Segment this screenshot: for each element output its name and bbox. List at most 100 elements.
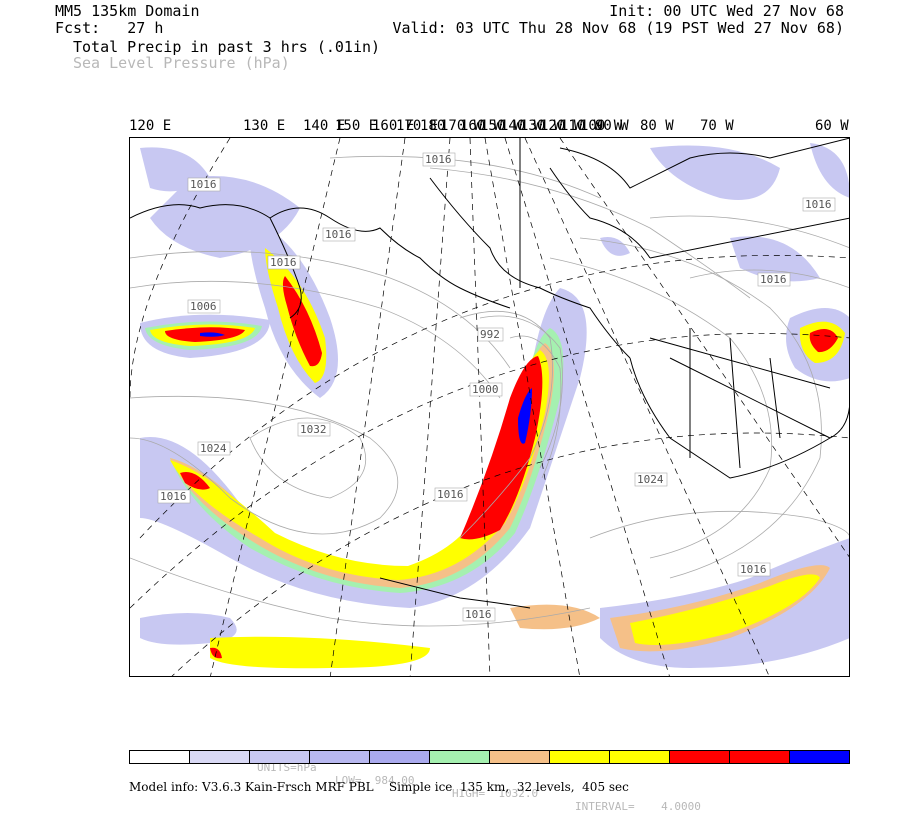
colorbar-swatch: [490, 751, 550, 763]
isobar-label: 1016: [425, 153, 452, 166]
isobar-label: 1016: [465, 608, 492, 621]
isobar-label: 1016: [160, 490, 187, 503]
isobar: [130, 280, 501, 399]
contours-high: HIGH= 1032.0: [452, 787, 539, 800]
isobar-label-box: [322, 227, 356, 242]
longitude-label: 100 W: [580, 118, 623, 134]
longitude-label: 150 E: [335, 118, 378, 134]
isobar-label: 1016: [740, 563, 767, 576]
isobar-label-box: [434, 487, 468, 502]
isobar: [649, 215, 849, 249]
isobar-label-box: [737, 562, 771, 577]
isobar-label-box: [477, 327, 504, 342]
header-right: Init: 00 UTC Wed 27 Nov 68 Valid: 03 UTC…: [392, 3, 844, 37]
precip-area: [630, 574, 820, 646]
coastline: [649, 337, 831, 389]
longitude-label: 180: [420, 118, 446, 134]
longitude-label: 140 E: [303, 118, 346, 134]
longitude-label: 160 W: [460, 118, 503, 134]
coastline-layer: [130, 138, 849, 609]
colorbar-swatch: [190, 751, 250, 763]
isobar: [579, 237, 822, 579]
precip-area: [140, 613, 237, 645]
coastline: [629, 357, 849, 479]
weather-map: 1016 1016 1016 1016 1016 1016 1006 992 1000 1032 1…: [129, 137, 850, 677]
contour-info: CONTOURS: UNITS=hPa LOW= 984.00 HIGH= 10…: [0, 735, 900, 813]
isobar-label: 1024: [637, 473, 664, 486]
isobar-label-box: [187, 177, 221, 192]
coastline: [649, 217, 849, 259]
graticule-line: [210, 138, 341, 676]
isobar-label-box: [469, 382, 503, 397]
isobar: [130, 395, 399, 535]
isobar-label-box: [297, 422, 331, 437]
isobar-label-box: [462, 607, 496, 622]
colorbar-swatch: [370, 751, 430, 763]
isobar-layer: [130, 155, 849, 627]
isobar: [479, 315, 563, 469]
model-title: MM5 135km Domain: [55, 2, 200, 20]
precip-area: [210, 636, 430, 669]
graticule-line: [329, 138, 406, 676]
coastline: [269, 217, 302, 319]
isobar-label-box: [267, 255, 301, 270]
isobar-labels: 1016 1016 1016 1016 1016 1016 1006 992 1000 1032 1…: [157, 152, 836, 622]
isobar-label: 1016: [270, 256, 297, 269]
coastline: [669, 357, 831, 439]
colorbar-swatch: [250, 751, 310, 763]
isobar: [549, 257, 773, 559]
colorbar-swatch: [730, 751, 790, 763]
contours-units: UNITS=hPa: [257, 761, 317, 774]
longitude-label: 130 W: [520, 118, 563, 134]
longitude-label: 170 W: [440, 118, 483, 134]
isobar: [429, 167, 751, 299]
model-info: Model info: V3.6.3 Kain-Frsch MRF PBL Si…: [129, 780, 629, 794]
precip-colorbar: [129, 750, 850, 764]
isobar-label: 1016: [437, 488, 464, 501]
isobar-label: 1006: [190, 300, 217, 313]
longitude-label: 80 W: [640, 118, 674, 134]
field-primary: Total Precip in past 3 hrs (.01in): [73, 38, 381, 56]
init-time: Init: 00 UTC Wed 27 Nov 68: [609, 2, 844, 20]
valid-time: Valid: 03 UTC Thu 28 Nov 68 (19 PST Wed …: [392, 19, 844, 37]
colorbar-swatch: [790, 751, 849, 763]
precip-area: [180, 472, 210, 490]
isobar-label: 992: [480, 328, 500, 341]
forecast-hour: Fcst: 27 h: [55, 19, 164, 37]
isobar-label-box: [802, 197, 836, 212]
isobar: [249, 417, 367, 499]
isobar-label: 1032: [300, 423, 327, 436]
isobar-label: 1016: [805, 198, 832, 211]
contours-low: LOW= 984.00: [335, 774, 415, 787]
longitude-label: 130 E: [243, 118, 286, 134]
colorbar-swatch: [130, 751, 190, 763]
coastline: [549, 167, 651, 259]
longitude-label: 160 E: [372, 118, 415, 134]
graticule-line: [484, 138, 581, 676]
longitude-label: 60 W: [815, 118, 849, 134]
coastline: [130, 204, 511, 309]
contours-interval: INTERVAL= 4.0000: [575, 800, 701, 813]
isobar-label: 1024: [200, 442, 227, 455]
graticule-line: [139, 255, 849, 539]
longitude-label: 150 W: [480, 118, 523, 134]
colorbar-swatch: [610, 751, 670, 763]
longitude-label: 140 W: [500, 118, 543, 134]
isobar-label: 1016: [760, 273, 787, 286]
colorbar-swatch: [550, 751, 610, 763]
longitude-label: 110 W: [560, 118, 603, 134]
isobar: [329, 155, 601, 199]
graticule-line: [409, 138, 451, 676]
precip-area: [650, 145, 780, 200]
isobar: [509, 335, 562, 479]
field-secondary: Sea Level Pressure (hPa): [73, 54, 290, 72]
isobar-label-box: [634, 472, 668, 487]
coastline: [769, 357, 781, 439]
isobar: [130, 557, 591, 627]
longitude-label: 70 W: [700, 118, 734, 134]
isobar: [130, 250, 511, 369]
precip-area: [282, 276, 322, 367]
longitude-label: 170 E: [396, 118, 439, 134]
isobar-label-box: [187, 299, 221, 314]
isobar-label-box: [422, 152, 456, 167]
